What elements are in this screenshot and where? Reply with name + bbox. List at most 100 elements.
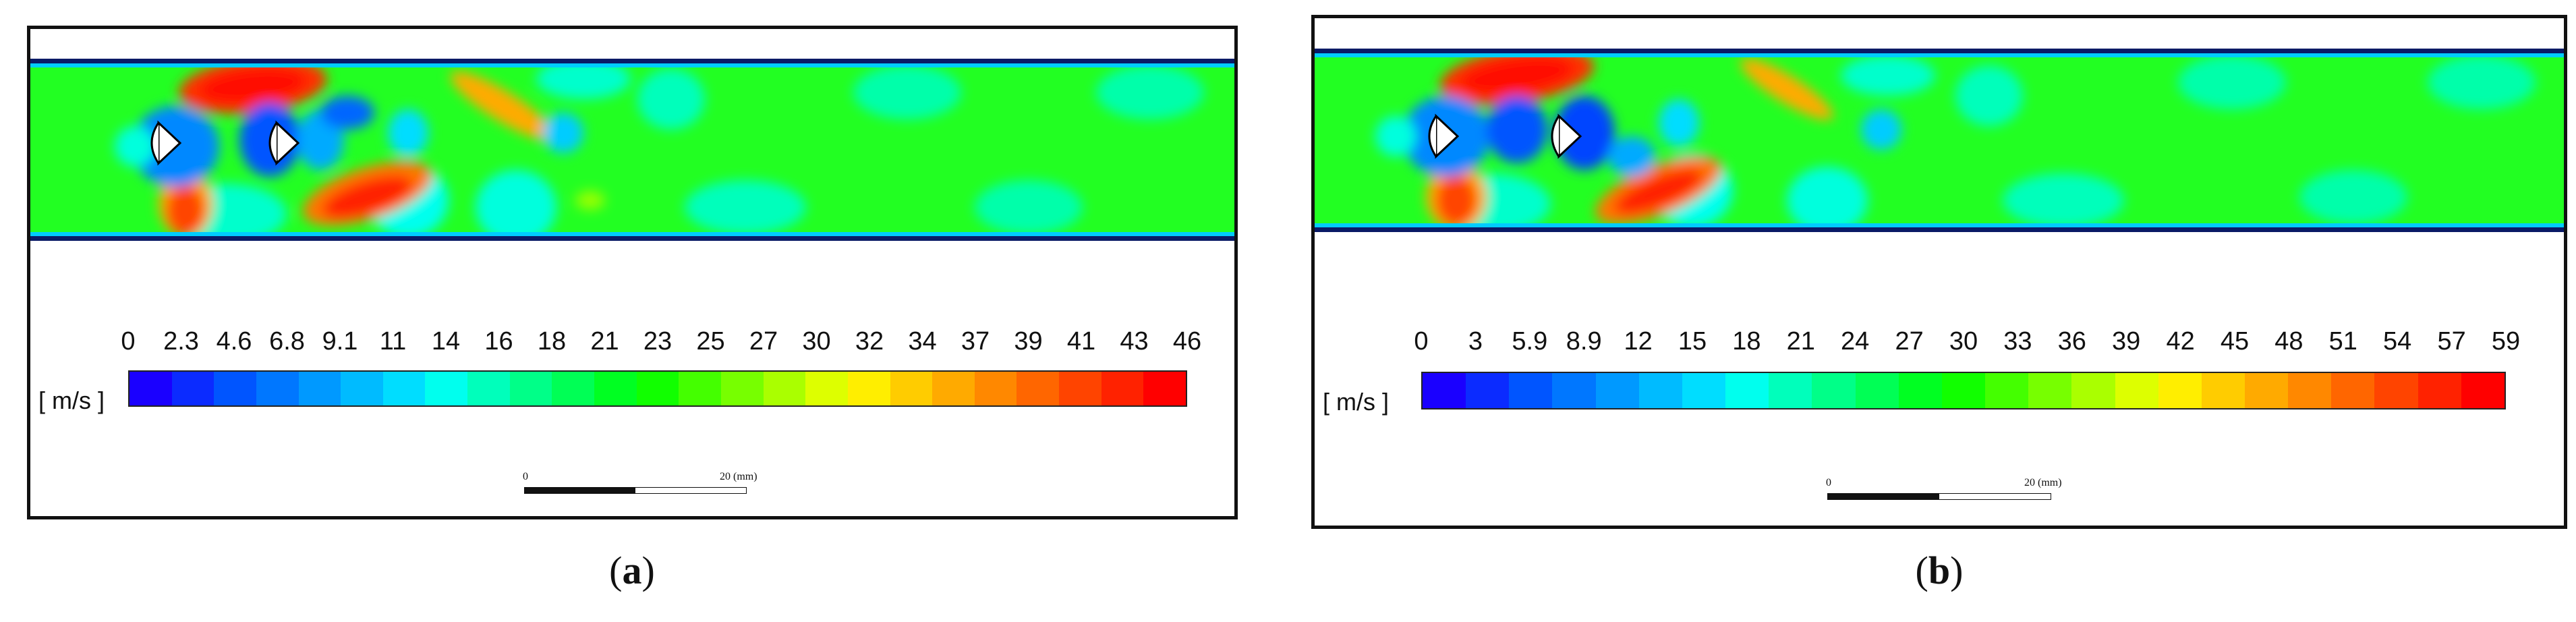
colorbar-tick: 39 bbox=[1014, 327, 1043, 356]
colorbar-segment bbox=[805, 372, 848, 405]
colorbar-segment bbox=[636, 372, 679, 405]
colorbar-tick: 14 bbox=[431, 327, 461, 356]
units-label: [ m/s ] bbox=[38, 387, 105, 414]
colorbar-segment bbox=[130, 372, 172, 405]
colorbar-segment bbox=[341, 372, 383, 405]
units-label: [ m/s ] bbox=[1323, 388, 1389, 416]
colorbar-segment bbox=[2244, 373, 2289, 408]
colorbar-tick: 48 bbox=[2274, 327, 2303, 356]
caption-close-paren: ) bbox=[641, 548, 655, 592]
colorbar-segment bbox=[1985, 373, 2029, 408]
colorbar-segment bbox=[1595, 373, 1639, 408]
colorbar-segment bbox=[1101, 372, 1144, 405]
colorbar-segment bbox=[763, 372, 806, 405]
colorbar-segment bbox=[1466, 373, 1510, 408]
colorbar-segment bbox=[1143, 372, 1186, 405]
caption-a: (a) bbox=[609, 548, 655, 593]
scale-bar: 0 20 (mm) bbox=[1826, 477, 2062, 504]
velocity-contour-plot bbox=[1315, 49, 2564, 232]
colorbar-segment bbox=[171, 372, 214, 405]
velocity-contour-plot bbox=[30, 59, 1234, 241]
colorbar-tick: 24 bbox=[1841, 327, 1870, 356]
colorbar-segment bbox=[932, 372, 975, 405]
colorbar-tick: 36 bbox=[2057, 327, 2086, 356]
colorbar-tick: 42 bbox=[2166, 327, 2195, 356]
colorbar bbox=[1421, 372, 2506, 409]
colorbar-tick: 45 bbox=[2220, 327, 2250, 356]
colorbar-segment bbox=[2201, 373, 2245, 408]
colorbar-tick: 3 bbox=[1468, 327, 1483, 356]
colorbar-segment bbox=[382, 372, 426, 405]
colorbar-segment bbox=[679, 372, 721, 405]
colorbar-segment bbox=[1509, 373, 1553, 408]
colorbar-tick: 30 bbox=[1949, 327, 1978, 356]
colorbar bbox=[128, 370, 1187, 407]
colorbar-tick: 11 bbox=[379, 327, 407, 356]
colorbar-tick: 2.3 bbox=[163, 327, 199, 356]
colorbar-tick: 9.1 bbox=[322, 327, 358, 356]
colorbar-segment bbox=[1552, 373, 1596, 408]
colorbar-tick: 6.8 bbox=[269, 327, 305, 356]
colorbar-segment bbox=[298, 372, 341, 405]
colorbar-segment bbox=[425, 372, 468, 405]
colorbar-tick: 54 bbox=[2383, 327, 2412, 356]
caption-letter: b bbox=[1928, 548, 1951, 592]
colorbar-segment bbox=[594, 372, 637, 405]
colorbar-tick: 37 bbox=[961, 327, 990, 356]
colorbar-tick: 32 bbox=[855, 327, 884, 356]
colorbar-segment bbox=[2331, 373, 2375, 408]
colorbar-tick: 39 bbox=[2112, 327, 2141, 356]
scale-bar-graphic bbox=[1827, 493, 2051, 500]
colorbar-segment bbox=[509, 372, 552, 405]
colorbar-segment bbox=[467, 372, 510, 405]
colorbar-segment bbox=[1017, 372, 1060, 405]
colorbar-tick: 8.9 bbox=[1566, 327, 1602, 356]
colorbar-segment bbox=[847, 372, 890, 405]
colorbar-segment bbox=[2071, 373, 2115, 408]
colorbar-segment bbox=[1682, 373, 1726, 408]
colorbar-tick: 21 bbox=[590, 327, 619, 356]
colorbar-segment bbox=[2158, 373, 2202, 408]
caption-b: (b) bbox=[1916, 548, 1964, 593]
colorbar-tick: 16 bbox=[484, 327, 513, 356]
colorbar-segment bbox=[1898, 373, 1942, 408]
colorbar-tick: 33 bbox=[2003, 327, 2032, 356]
scale-bar-graphic bbox=[524, 487, 747, 494]
colorbar-segment bbox=[1769, 373, 1812, 408]
colorbar-tick: 21 bbox=[1786, 327, 1815, 356]
colorbar-segment bbox=[214, 372, 256, 405]
panel-a: 0 2.3 4.6 6.8 9.1 11 14 16 18 21 23 25 2… bbox=[27, 26, 1238, 519]
colorbar-segment bbox=[1423, 373, 1466, 408]
colorbar-segment bbox=[720, 372, 764, 405]
colorbar-segment bbox=[2288, 373, 2332, 408]
colorbar-segment bbox=[1725, 373, 1769, 408]
caption-letter: a bbox=[622, 548, 642, 592]
colorbar-tick: 27 bbox=[1895, 327, 1924, 356]
colorbar-segment bbox=[1059, 372, 1101, 405]
colorbar-segment bbox=[1812, 373, 1856, 408]
colorbar-segment bbox=[890, 372, 933, 405]
colorbar-tick-labels: 0 2.3 4.6 6.8 9.1 11 14 16 18 21 23 25 2… bbox=[121, 327, 1201, 361]
colorbar-segment bbox=[2374, 373, 2418, 408]
colorbar-segment bbox=[2028, 373, 2072, 408]
caption-open-paren: ( bbox=[609, 548, 623, 592]
colorbar-tick: 59 bbox=[2491, 327, 2521, 356]
colorbar-tick: 41 bbox=[1066, 327, 1096, 356]
colorbar-segment bbox=[256, 372, 299, 405]
colorbar-tick: 15 bbox=[1678, 327, 1707, 356]
scale-bar-end-label: 20 (mm) bbox=[2024, 477, 2062, 488]
colorbar-tick: 0 bbox=[121, 327, 136, 356]
scale-bar-start-label: 0 bbox=[523, 471, 528, 482]
scale-bar: 0 20 (mm) bbox=[523, 471, 757, 498]
colorbar-segment bbox=[2417, 373, 2461, 408]
panel-b: 0 3 5.9 8.9 12 15 18 21 24 27 30 33 36 3… bbox=[1311, 15, 2567, 529]
colorbar-segment bbox=[1638, 373, 1682, 408]
colorbar-segment bbox=[552, 372, 595, 405]
colorbar-tick: 18 bbox=[537, 327, 567, 356]
scale-bar-start-label: 0 bbox=[1826, 477, 1831, 488]
colorbar-tick: 12 bbox=[1624, 327, 1653, 356]
caption-close-paren: ) bbox=[1950, 548, 1964, 592]
colorbar-segment bbox=[974, 372, 1017, 405]
colorbar-tick: 51 bbox=[2328, 327, 2357, 356]
colorbar-tick: 27 bbox=[749, 327, 778, 356]
